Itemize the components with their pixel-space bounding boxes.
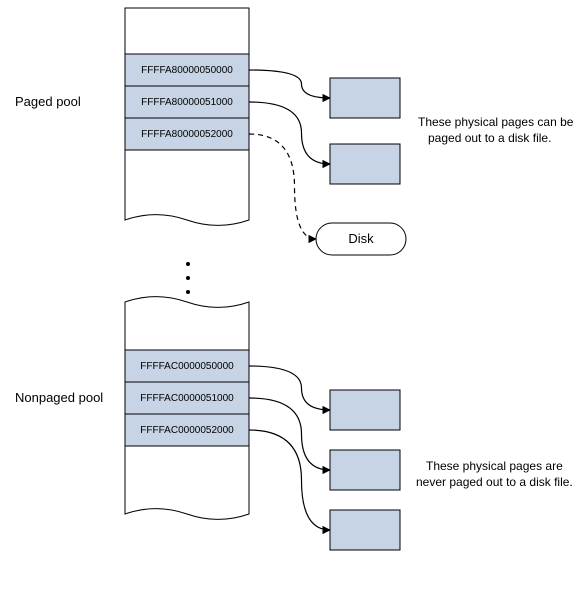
- dashed-arrow: [249, 134, 316, 239]
- nonpaged-physical-page: [330, 390, 400, 430]
- ellipsis-dot: [186, 290, 190, 294]
- nonpaged-physical-page: [330, 450, 400, 490]
- paged-address: FFFFA80000050000: [141, 65, 233, 76]
- paged-physical-page: [330, 144, 400, 184]
- disk-label: Disk: [348, 231, 374, 246]
- arrow: [249, 102, 330, 164]
- nonpaged-physical-page: [330, 510, 400, 550]
- nonpaged-pool-label: Nonpaged pool: [15, 390, 103, 405]
- arrow: [249, 430, 330, 530]
- paged-address: FFFFA80000051000: [141, 97, 233, 108]
- nonpaged-caption-line1: These physical pages are: [426, 459, 563, 473]
- nonpaged-caption-line2: never paged out to a disk file.: [416, 475, 573, 489]
- arrow: [249, 366, 330, 410]
- ellipsis-dot: [186, 262, 190, 266]
- paged-caption-line2: paged out to a disk file.: [428, 131, 551, 145]
- paged-caption-line1: These physical pages can be: [418, 115, 574, 129]
- nonpaged-address: FFFFAC0000051000: [140, 393, 234, 404]
- paged-physical-page: [330, 78, 400, 118]
- ellipsis-dot: [186, 276, 190, 280]
- arrow: [249, 70, 330, 98]
- nonpaged-address: FFFFAC0000052000: [140, 425, 234, 436]
- paged-pool-label: Paged pool: [15, 94, 81, 109]
- paged-address: FFFFA80000052000: [141, 129, 233, 140]
- nonpaged-address: FFFFAC0000050000: [140, 361, 234, 372]
